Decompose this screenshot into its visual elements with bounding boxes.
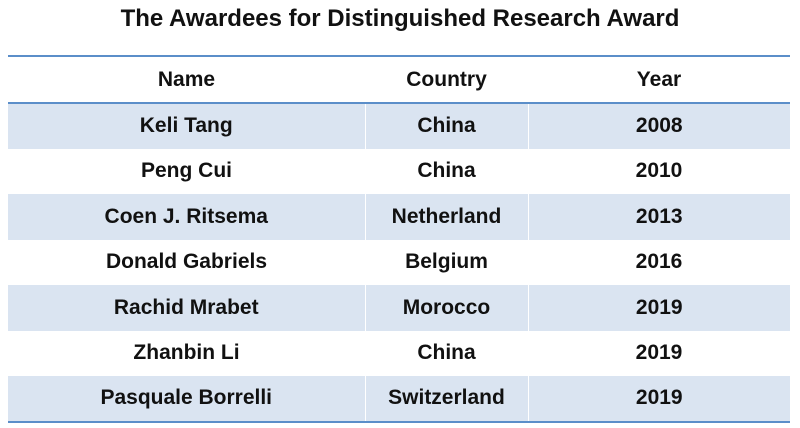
table-row: Zhanbin Li China 2019	[8, 331, 790, 377]
table-cell: 2016	[635, 250, 683, 274]
table-cell: Pasquale Borrelli	[100, 386, 273, 410]
table-body: Keli Tang China 2008 Peng Cui China 2010 Coen …	[8, 103, 790, 422]
table-cell: Belgium	[405, 250, 488, 274]
table-row: Keli Tang China 2008	[8, 103, 790, 149]
table-cell: China	[417, 159, 476, 183]
table-row: Coen J. Ritsema Netherland 2013	[8, 194, 790, 240]
table-cell: 2019	[527, 285, 790, 331]
awardees-table: Name Country Year Keli Tang China 2008 Peng C…	[8, 55, 790, 423]
table-cell: Netherland	[364, 194, 528, 240]
table-row: Rachid Mrabet Morocco 2019	[8, 285, 790, 331]
table-cell: 2019	[635, 341, 683, 365]
table-cell: Coen J. Ritsema	[104, 204, 268, 228]
table-row: Peng Cui China 2010	[8, 149, 790, 195]
header-row: Name Country Year	[8, 56, 790, 103]
table-cell: 2013	[527, 194, 790, 240]
table-cell: Peng Cui	[140, 159, 232, 183]
table-cell: 2019	[527, 376, 790, 422]
table-row: Pasquale Borrelli Switzerland 2019	[8, 376, 790, 422]
header-cell: Country	[406, 67, 487, 91]
table-cell: Rachid Mrabet	[113, 295, 259, 319]
table-cell: Keli Tang	[139, 114, 233, 138]
table-cell: 2008	[527, 103, 790, 149]
table-cell: Donald Gabriels	[105, 250, 268, 274]
table-row: Donald Gabriels Belgium 2016	[8, 240, 790, 286]
table-cell: China	[364, 103, 528, 149]
header-cell: Name	[157, 67, 216, 91]
table-header: Name Country Year	[8, 56, 790, 103]
table-cell: China	[417, 341, 476, 365]
table-cell: Zhanbin Li	[133, 341, 240, 365]
table-cell: 2010	[635, 159, 683, 183]
title: The Awardees for Distinguished Research …	[120, 5, 680, 32]
table-cell: Morocco	[364, 285, 528, 331]
table-cell: Switzerland	[364, 376, 528, 422]
header-cell: Year	[636, 67, 682, 91]
